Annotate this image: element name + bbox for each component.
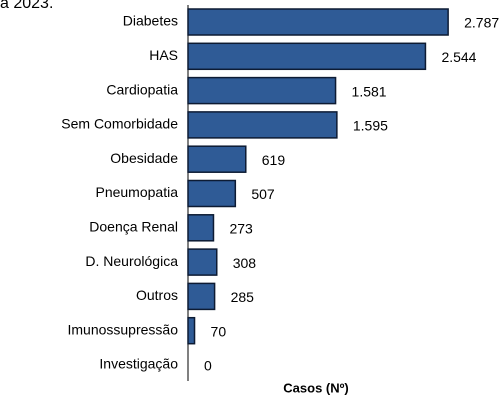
value-label: 1.595: [353, 118, 388, 134]
value-label: 507: [251, 186, 275, 202]
bar: [187, 179, 237, 208]
y-tick-label: Investigação: [99, 356, 178, 372]
y-tick-label: Diabetes: [123, 13, 178, 29]
bar: [187, 76, 337, 105]
bar: [187, 8, 449, 36]
value-label: 0: [204, 358, 212, 374]
value-label: 308: [233, 255, 257, 271]
value-label: 285: [231, 289, 255, 305]
y-tick-label: HAS: [149, 47, 178, 63]
y-tick-label: Outros: [136, 287, 178, 303]
y-tick-label: Cardiopatia: [106, 81, 178, 97]
value-label: 2.544: [441, 49, 476, 65]
y-tick-label: Obesidade: [110, 150, 178, 166]
value-label: 273: [229, 221, 253, 237]
bar: [187, 214, 215, 242]
value-label: 70: [211, 323, 227, 339]
y-tick-label: Pneumopatia: [95, 184, 178, 200]
bar: [187, 145, 247, 173]
y-tick-label: Sem Comorbidade: [61, 116, 178, 132]
x-axis-label: Casos (Nº): [283, 380, 348, 395]
y-tick-label: D. Neurológica: [85, 253, 178, 269]
value-label: 619: [262, 152, 286, 168]
chart-title: a 2023.: [0, 0, 53, 12]
bar: [187, 42, 427, 71]
y-tick-label: Doença Renal: [89, 219, 178, 235]
y-tick-label: Imunossupressão: [67, 321, 178, 337]
value-label: 2.787: [464, 15, 499, 31]
bar: [187, 282, 216, 311]
value-label: 1.581: [352, 83, 387, 99]
bar: [187, 316, 196, 345]
bar: [187, 248, 218, 276]
bar: [187, 111, 338, 139]
